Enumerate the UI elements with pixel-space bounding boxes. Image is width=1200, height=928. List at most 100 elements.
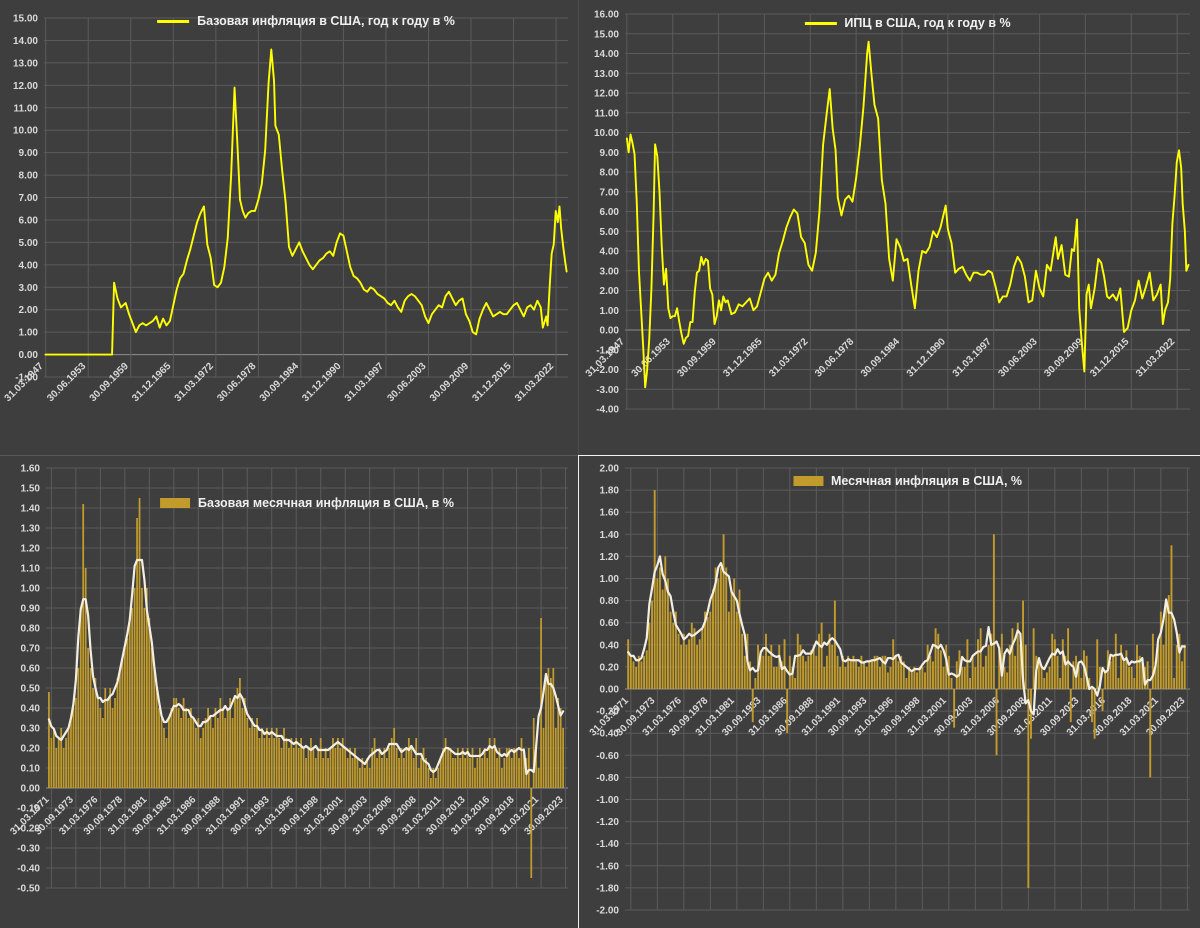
legend-core-inflation-yoy: Базовая инфляция в США, год к году в % (157, 14, 455, 28)
svg-text:1.00: 1.00 (600, 306, 620, 317)
svg-text:30.06.1953: 30.06.1953 (630, 336, 673, 379)
legend-cpi-yoy: ИПЦ в США, год к году в % (804, 16, 1011, 30)
svg-text:15.00: 15.00 (594, 29, 619, 40)
svg-text:0.00: 0.00 (600, 685, 620, 696)
panel-core-monthly-inflation: -0.50 -0.40 -0.30 -0.20 -0.10 0.00 0.10 0.20 0.3… (0, 455, 578, 928)
svg-text:15.00: 15.00 (13, 14, 38, 25)
svg-text:6.00: 6.00 (600, 207, 620, 218)
svg-text:31.03.1997: 31.03.1997 (343, 361, 386, 404)
legend-label: Месячная инфляция в США, % (830, 474, 1023, 488)
monthly-inflation-bar-chart: -2.00 -1.80 -1.60 -1.40 -1.20 -1.00 -0.80 -0.60… (588, 464, 1190, 917)
svg-text:30.09.1959: 30.09.1959 (88, 361, 131, 404)
svg-text:1.00: 1.00 (600, 574, 620, 585)
svg-text:-0.20: -0.20 (17, 824, 40, 835)
svg-text:0.90: 0.90 (21, 604, 41, 615)
svg-text:31.12.1990: 31.12.1990 (905, 336, 948, 379)
svg-text:-4.00: -4.00 (596, 405, 619, 416)
svg-text:30.06.2003: 30.06.2003 (997, 336, 1040, 379)
svg-text:-1.00: -1.00 (15, 373, 38, 384)
svg-text:31.03.2022: 31.03.2022 (513, 361, 556, 404)
legend-label: ИПЦ в США, год к году в % (844, 16, 1011, 30)
svg-text:0.00: 0.00 (600, 326, 620, 337)
svg-text:3.00: 3.00 (19, 283, 39, 294)
panel-core-inflation-yoy: -1.00 0.00 1.00 2.00 3.00 4.00 5.00 6.00 7.00 8.0… (0, 0, 578, 455)
svg-text:0.80: 0.80 (21, 624, 41, 635)
svg-text:0.80: 0.80 (600, 596, 620, 607)
svg-text:0.20: 0.20 (21, 744, 41, 755)
svg-text:1.10: 1.10 (21, 564, 41, 575)
svg-text:1.60: 1.60 (600, 508, 620, 519)
svg-text:-1.40: -1.40 (596, 839, 619, 850)
svg-text:0.00: 0.00 (21, 784, 41, 795)
panel-cpi-yoy: -4.00 -3.00 -2.00 -1.00 0.00 1.00 2.00 3.00 4.00… (578, 0, 1200, 455)
svg-text:8.00: 8.00 (600, 168, 620, 179)
svg-text:0.20: 0.20 (600, 662, 620, 673)
svg-text:10.00: 10.00 (594, 128, 619, 139)
svg-text:0.70: 0.70 (21, 644, 41, 655)
svg-text:1.50: 1.50 (21, 484, 41, 495)
svg-text:16.00: 16.00 (594, 10, 619, 21)
legend-label: Базовая месячная инфляция в США, в % (198, 496, 454, 510)
svg-text:1.30: 1.30 (21, 524, 41, 535)
panel-monthly-inflation: -2.00 -1.80 -1.60 -1.40 -1.20 -1.00 -0.80 -0.60… (578, 455, 1200, 928)
svg-text:11.00: 11.00 (595, 108, 620, 119)
svg-text:-3.00: -3.00 (596, 385, 619, 396)
legend-line-swatch (157, 19, 190, 23)
svg-text:12.00: 12.00 (594, 89, 619, 100)
svg-text:14.00: 14.00 (594, 49, 619, 60)
svg-text:-1.00: -1.00 (596, 795, 619, 806)
svg-text:31.03.1997: 31.03.1997 (951, 336, 994, 379)
svg-text:3.00: 3.00 (600, 266, 620, 277)
svg-text:30.09.1984: 30.09.1984 (258, 361, 301, 404)
svg-text:0.30: 0.30 (21, 724, 41, 735)
svg-text:-1.00: -1.00 (596, 345, 619, 356)
svg-text:31.03.1947: 31.03.1947 (3, 361, 46, 404)
svg-text:13.00: 13.00 (13, 58, 38, 69)
svg-text:30.06.1978: 30.06.1978 (813, 336, 856, 379)
svg-text:7.00: 7.00 (19, 193, 39, 204)
svg-text:30.09.1959: 30.09.1959 (675, 336, 718, 379)
svg-text:0.50: 0.50 (21, 684, 41, 695)
svg-text:-0.80: -0.80 (596, 773, 619, 784)
svg-text:2.00: 2.00 (600, 464, 620, 475)
svg-text:9.00: 9.00 (600, 148, 620, 159)
svg-text:-1.80: -1.80 (596, 883, 619, 894)
svg-text:10.00: 10.00 (13, 126, 38, 137)
svg-text:5.00: 5.00 (600, 227, 620, 238)
core-monthly-inflation-bar-chart: -0.50 -0.40 -0.30 -0.20 -0.10 0.00 0.10 0.20 0.3… (8, 464, 568, 895)
svg-text:0.40: 0.40 (21, 704, 41, 715)
svg-text:1.00: 1.00 (19, 328, 39, 339)
svg-text:1.00: 1.00 (21, 584, 41, 595)
svg-text:-1.60: -1.60 (596, 861, 619, 872)
svg-text:30.06.2003: 30.06.2003 (385, 361, 428, 404)
cpi-yoy-line-chart: -4.00 -3.00 -2.00 -1.00 0.00 1.00 2.00 3.00 4.00… (584, 10, 1190, 416)
core-inflation-yoy-line-chart: -1.00 0.00 1.00 2.00 3.00 4.00 5.00 6.00 7.00 8.0… (3, 14, 568, 404)
svg-text:14.00: 14.00 (13, 36, 38, 47)
svg-text:31.12.2015: 31.12.2015 (471, 361, 514, 404)
svg-text:7.00: 7.00 (600, 187, 620, 198)
svg-text:31.03.1972: 31.03.1972 (173, 361, 216, 404)
svg-text:0.40: 0.40 (600, 640, 620, 651)
svg-text:12.00: 12.00 (13, 81, 38, 92)
svg-text:31.12.2015: 31.12.2015 (1088, 336, 1131, 379)
svg-text:-0.10: -0.10 (17, 804, 40, 815)
svg-text:11.00: 11.00 (14, 103, 39, 114)
svg-text:4.00: 4.00 (19, 260, 39, 271)
svg-text:31.03.1972: 31.03.1972 (767, 336, 810, 379)
svg-text:-0.20: -0.20 (596, 707, 619, 718)
svg-text:31.03.2022: 31.03.2022 (1134, 336, 1177, 379)
svg-text:31.12.1990: 31.12.1990 (300, 361, 343, 404)
svg-text:-2.00: -2.00 (596, 365, 619, 376)
svg-text:5.00: 5.00 (19, 238, 39, 249)
svg-text:1.40: 1.40 (600, 530, 620, 541)
svg-text:6.00: 6.00 (19, 215, 39, 226)
legend-monthly-inflation: Месячная инфляция в США, % (792, 474, 1023, 488)
svg-text:1.80: 1.80 (600, 486, 620, 497)
svg-text:30.06.1953: 30.06.1953 (45, 361, 88, 404)
svg-text:30.09.2009: 30.09.2009 (428, 361, 471, 404)
svg-text:1.20: 1.20 (600, 552, 620, 563)
legend-line-swatch (804, 21, 837, 25)
svg-text:0.60: 0.60 (600, 618, 620, 629)
svg-text:8.00: 8.00 (19, 171, 39, 182)
